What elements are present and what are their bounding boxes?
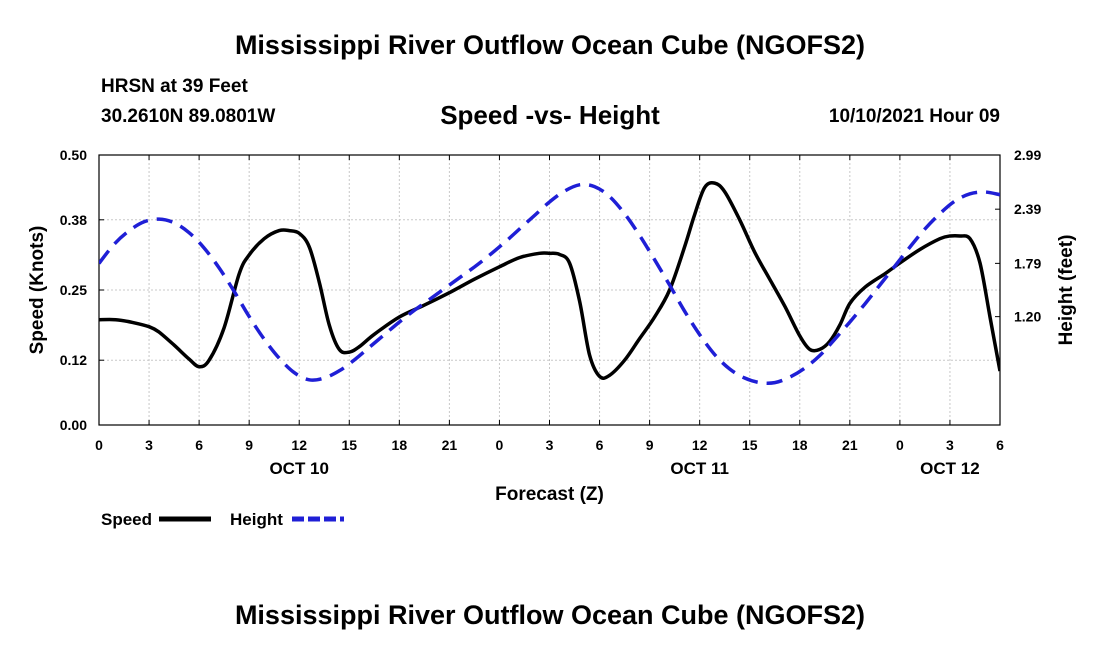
chart-title-top: Mississippi River Outflow Ocean Cube (NG… — [234, 30, 866, 60]
forecast-date: 10/10/2021 Hour 09 — [828, 106, 1000, 127]
y2-tick-label: 2.39 — [1014, 201, 1041, 217]
x-tick-label: 3 — [946, 437, 954, 453]
y-axis-label: Speed (Knots) — [27, 226, 48, 355]
series-line-speed — [99, 180, 1000, 380]
station-coordinates: 30.2610N 89.0801W — [101, 106, 276, 127]
x-day-label: OCT 10 — [269, 459, 329, 478]
x-tick-label: 12 — [291, 437, 307, 453]
x-tick-label: 3 — [145, 437, 153, 453]
x-tick-label: 6 — [996, 437, 1004, 453]
x-tick-label: 0 — [496, 437, 504, 453]
legend-label-height: Height — [230, 510, 283, 529]
x-tick-label: 15 — [341, 437, 357, 453]
x-tick-label: 21 — [842, 437, 858, 453]
x-tick-label: 6 — [195, 437, 203, 453]
x-tick-label: 9 — [646, 437, 654, 453]
y2-axis-label: Height (feet) — [1056, 235, 1077, 346]
x-tick-label: 21 — [442, 437, 458, 453]
y-tick-label: 0.50 — [60, 147, 87, 163]
series-line-height — [99, 182, 1000, 385]
legend-label-speed: Speed — [101, 510, 152, 529]
y-tick-label: 0.12 — [60, 352, 87, 368]
x-tick-label: 9 — [245, 437, 253, 453]
y-tick-label: 0.25 — [60, 282, 87, 298]
y-tick-label: 0.00 — [60, 417, 87, 433]
station-label: HRSN at 39 Feet — [101, 76, 248, 97]
y-tick-label: 0.38 — [60, 212, 87, 228]
chart-subtitle: Speed -vs- Height — [440, 100, 660, 130]
y2-tick-label: 2.99 — [1014, 147, 1041, 163]
x-tick-label: 15 — [742, 437, 758, 453]
x-tick-label: 18 — [792, 437, 808, 453]
x-tick-label: 0 — [896, 437, 904, 453]
x-tick-label: 18 — [392, 437, 408, 453]
chart-title-bottom: Mississippi River Outflow Ocean Cube (NG… — [234, 600, 866, 630]
y2-tick-label: 1.20 — [1014, 309, 1041, 325]
x-day-label: OCT 11 — [670, 459, 729, 478]
y2-tick-label: 1.79 — [1014, 255, 1041, 271]
x-tick-label: 6 — [596, 437, 604, 453]
x-tick-label: 0 — [95, 437, 103, 453]
x-tick-label: 3 — [546, 437, 554, 453]
x-tick-label: 12 — [692, 437, 708, 453]
x-day-label: OCT 12 — [920, 459, 980, 478]
x-axis-label: Forecast (Z) — [495, 484, 604, 505]
